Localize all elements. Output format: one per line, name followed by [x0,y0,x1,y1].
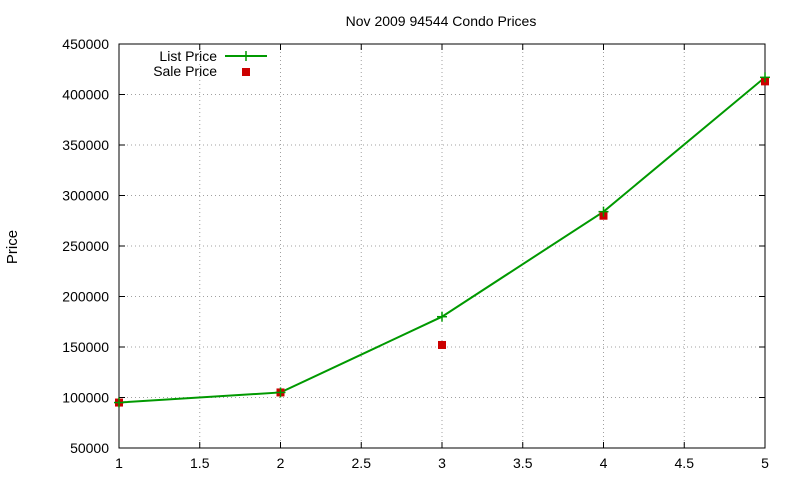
axes: 1 1.5 2 2.5 3 3.5 4 4.5 5 50000 100000 150000 200000… [62,36,769,471]
chart-title: Nov 2009 94544 Condo Prices [346,13,537,29]
y-tick-label: 150000 [62,339,109,355]
x-tick-label: 3 [438,455,446,471]
sale-price-point [438,340,446,349]
y-tick-label: 400000 [62,87,109,103]
list-price-point [114,397,124,408]
x-tick-label: 1.5 [190,455,210,471]
legend-label-sale-price: Sale Price [153,63,217,79]
y-tick-label: 450000 [62,36,109,52]
legend-label-list-price: List Price [159,48,217,64]
y-tick-label: 300000 [62,188,109,204]
y-tick-label: 350000 [62,137,109,153]
x-tick-label: 3.5 [513,455,533,471]
list-price-point [437,311,447,322]
y-tick-label: 50000 [70,440,109,456]
y-tick-label: 200000 [62,289,109,305]
x-tick-label: 2 [277,455,285,471]
legend-marker-sale-price [242,68,250,76]
x-tick-label: 4 [600,455,608,471]
x-tick-label: 1 [115,455,123,471]
list-price-point [760,72,770,83]
list-price-point [598,206,609,217]
grid-lines [119,44,765,448]
x-tick-label: 2.5 [352,455,372,471]
series-layer [114,72,770,408]
y-tick-label: 250000 [62,238,109,254]
y-axis-label: Price [4,230,21,264]
list-price-point [275,387,286,398]
y-tick-label: 100000 [62,390,109,406]
x-tick-label: 4.5 [675,455,695,471]
x-tick-label: 5 [761,455,769,471]
list-price-line [118,76,766,404]
